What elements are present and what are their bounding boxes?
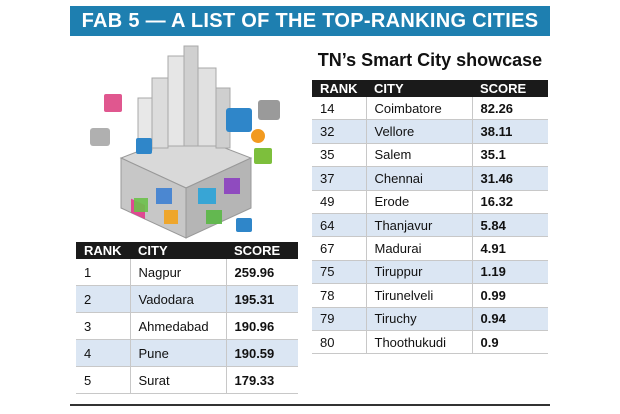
- score-cell: 5.84: [472, 213, 548, 238]
- city-cell: Vellore: [366, 119, 473, 144]
- score-cell: 190.96: [226, 312, 298, 340]
- table-row: 67 Madurai 4.91: [312, 236, 548, 261]
- tn-title: TN’s Smart City showcase: [317, 50, 543, 70]
- score-cell: 4.91: [472, 236, 548, 261]
- column-header-rank: RANK: [76, 242, 130, 259]
- rank-cell: 67: [312, 236, 367, 261]
- rank-cell: 49: [312, 190, 367, 214]
- city-cell: Erode: [366, 190, 473, 214]
- city-cell: Ahmedabad: [130, 312, 227, 340]
- city-cell: Coimbatore: [366, 97, 473, 121]
- score-cell: 195.31: [226, 285, 298, 313]
- score-cell: 190.59: [226, 339, 298, 367]
- rank-cell: 3: [76, 312, 131, 340]
- table-row: 64 Thanjavur 5.84: [312, 213, 548, 238]
- rank-cell: 64: [312, 213, 367, 238]
- score-cell: 38.11: [472, 119, 548, 144]
- score-cell: 179.33: [226, 366, 298, 394]
- column-header-rank: RANK: [312, 80, 366, 97]
- rank-cell: 2: [76, 285, 131, 313]
- table-row: 14 Coimbatore 82.26: [312, 97, 548, 121]
- table-row: 32 Vellore 38.11: [312, 119, 548, 144]
- score-cell: 31.46: [472, 166, 548, 191]
- rank-cell: 80: [312, 330, 367, 355]
- city-cell: Vadodara: [130, 285, 227, 313]
- score-cell: 0.94: [472, 307, 548, 331]
- city-cell: Tirunelveli: [366, 283, 473, 308]
- city-cell: Thanjavur: [366, 213, 473, 238]
- rank-cell: 78: [312, 283, 367, 308]
- city-cell: Surat: [130, 366, 227, 394]
- column-header-score: SCORE: [226, 242, 298, 259]
- score-cell: 1.19: [472, 260, 548, 285]
- table-row: 80 Thoothukudi 0.9: [312, 330, 548, 355]
- score-cell: 0.9: [472, 330, 548, 355]
- table-row: 5 Surat 179.33: [76, 366, 298, 394]
- table-row: 37 Chennai 31.46: [312, 166, 548, 191]
- table-header-row: RANK CITY SCORE: [312, 80, 548, 97]
- rank-cell: 35: [312, 143, 367, 168]
- city-cell: Chennai: [366, 166, 473, 191]
- rank-cell: 5: [76, 366, 131, 394]
- score-cell: 82.26: [472, 97, 548, 121]
- score-cell: 259.96: [226, 259, 298, 286]
- table-row: 4 Pune 190.59: [76, 339, 298, 367]
- column-header-city: CITY: [130, 242, 226, 259]
- city-cell: Thoothukudi: [366, 330, 473, 355]
- table-row: 35 Salem 35.1: [312, 143, 548, 168]
- rank-cell: 37: [312, 166, 367, 191]
- rank-cell: 4: [76, 339, 131, 367]
- column-header-score: SCORE: [472, 80, 548, 97]
- city-cell: Nagpur: [130, 259, 227, 286]
- city-cell: Pune: [130, 339, 227, 367]
- bottom-rule: [70, 404, 550, 406]
- score-cell: 16.32: [472, 190, 548, 214]
- table-row: 78 Tirunelveli 0.99: [312, 283, 548, 308]
- table-row: 2 Vadodara 195.31: [76, 285, 298, 313]
- city-cell: Tiruchy: [366, 307, 473, 331]
- column-header-city: CITY: [366, 80, 472, 97]
- rank-cell: 79: [312, 307, 367, 331]
- rank-cell: 14: [312, 97, 367, 121]
- city-cell: Tiruppur: [366, 260, 473, 285]
- rank-cell: 1: [76, 259, 131, 286]
- national-ranking-table: RANK CITY SCORE 1 Nagpur 259.96 2 Vadoda…: [76, 242, 298, 394]
- score-cell: 35.1: [472, 143, 548, 168]
- city-cell: Madurai: [366, 236, 473, 261]
- table-row: 3 Ahmedabad 190.96: [76, 312, 298, 340]
- table-row: 1 Nagpur 259.96: [76, 259, 298, 286]
- rank-cell: 32: [312, 119, 367, 144]
- banner-title: FAB 5 — A LIST OF THE TOP-RANKING CITIES: [70, 6, 550, 36]
- tn-ranking-table: RANK CITY SCORE 14 Coimbatore 82.26 32 V…: [312, 80, 548, 355]
- table-row: 75 Tiruppur 1.19: [312, 260, 548, 285]
- rank-cell: 75: [312, 260, 367, 285]
- table-header-row: RANK CITY SCORE: [76, 242, 298, 259]
- table-row: 49 Erode 16.32: [312, 190, 548, 214]
- table-row: 79 Tiruchy 0.94: [312, 307, 548, 331]
- smart-city-illustration: [90, 45, 280, 239]
- score-cell: 0.99: [472, 283, 548, 308]
- city-cell: Salem: [366, 143, 473, 168]
